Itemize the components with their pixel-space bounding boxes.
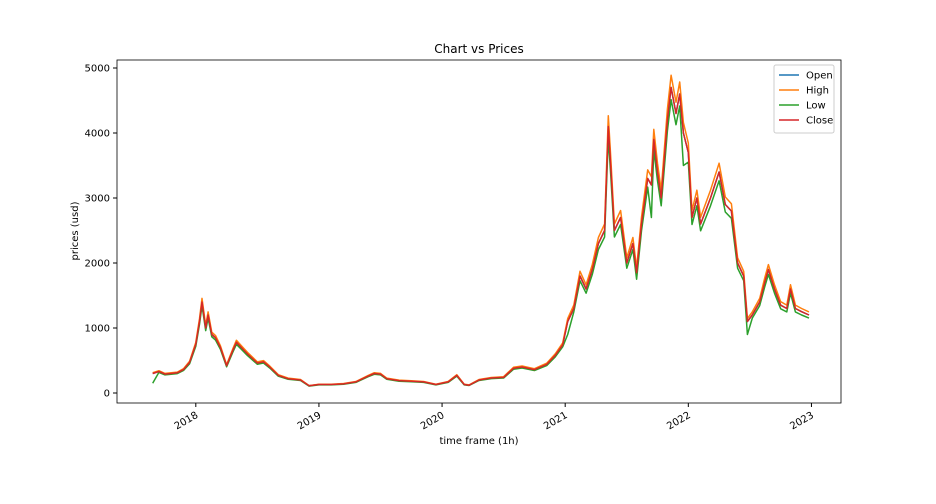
legend-label: Open	[806, 71, 833, 82]
y-tick-label: 0	[104, 388, 110, 399]
y-tick-label: 3000	[85, 193, 110, 204]
x-axis-label: time frame (1h)	[439, 436, 518, 447]
chart-title: Chart vs Prices	[434, 42, 523, 56]
series-line	[152, 86, 810, 387]
legend-label: High	[806, 86, 829, 97]
y-tick-label: 4000	[85, 128, 110, 139]
y-axis-label: prices (usd)	[70, 201, 81, 260]
legend-label: Close	[806, 116, 833, 127]
legend-box	[773, 64, 835, 134]
y-tick-label: 5000	[85, 63, 110, 74]
plot-frame	[116, 59, 842, 404]
y-tick-label: 1000	[85, 323, 110, 334]
legend-label: Low	[806, 101, 826, 112]
legend: Open High Low Close	[773, 64, 835, 134]
y-tick-label: 2000	[85, 258, 110, 269]
